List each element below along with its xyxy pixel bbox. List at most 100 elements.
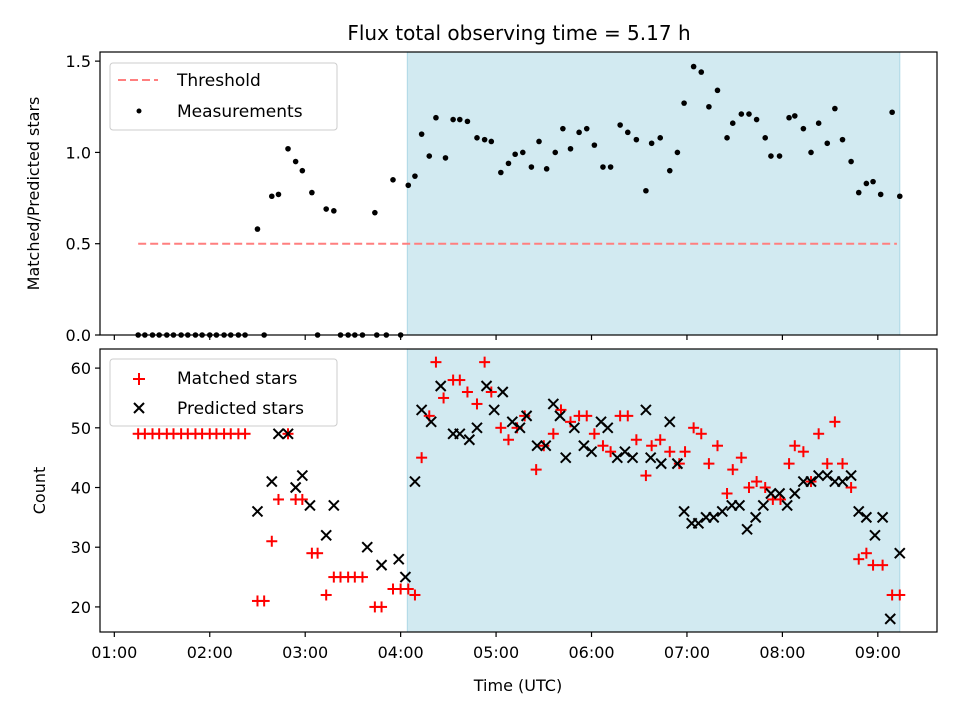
bottom-observing-span — [406, 348, 901, 633]
measurement-point — [519, 149, 526, 156]
x-tick-label: 01:00 — [91, 643, 137, 662]
matched-star-point — [547, 428, 559, 440]
measurement-point — [839, 136, 846, 143]
matched-star-point — [495, 422, 507, 434]
measurement-point — [607, 164, 614, 170]
predicted-star-point — [789, 487, 801, 500]
measurement-point — [762, 135, 769, 141]
predicted-star-point — [692, 517, 705, 530]
top-panel: 0.0 0.5 1.0 1.5 Matched/Predicted stars Thr… — [24, 51, 938, 345]
matched-star-point — [581, 410, 593, 422]
legend-threshold-label: Threshold — [176, 71, 261, 91]
measurement-point — [254, 226, 261, 232]
y-tick-label: 30 — [71, 538, 91, 557]
measurement-point — [275, 191, 282, 198]
predicted-star-point — [773, 487, 786, 500]
y-tick-label: 1.0 — [66, 143, 91, 162]
predicted-star-point — [876, 511, 889, 524]
matched-star-point — [461, 386, 473, 398]
matched-star-point — [845, 482, 857, 494]
measurement-point — [877, 191, 884, 198]
top-y-ticks: 0.0 0.5 1.0 1.5 — [66, 52, 100, 345]
matched-star-point — [312, 547, 324, 559]
matched-star-point — [272, 493, 284, 505]
measurement-point — [674, 149, 681, 156]
predicted-star-point — [415, 404, 428, 416]
matched-star-point — [296, 493, 308, 505]
matched-star-point — [821, 458, 833, 470]
legend-measurement-swatch — [136, 108, 142, 114]
predicted-star-point — [328, 499, 340, 512]
measurement-point — [576, 129, 582, 136]
measurement-point — [498, 169, 504, 176]
measurement-point — [309, 189, 315, 196]
predicted-star-point — [454, 428, 466, 440]
predicted-star-point — [539, 440, 552, 452]
matched-star-point — [438, 392, 450, 404]
top-legend: Threshold Measurements — [109, 62, 338, 131]
matched-star-point — [727, 464, 739, 476]
x-tick-label: 06:00 — [568, 643, 614, 662]
measurement-point — [323, 206, 329, 212]
bottom-legend-box — [109, 358, 338, 427]
measurement-point — [824, 140, 831, 147]
measurement-point — [791, 113, 798, 119]
measurement-point — [617, 122, 623, 128]
matched-star-point — [622, 410, 634, 422]
measurement-point — [474, 135, 480, 141]
predicted-star-point — [361, 541, 373, 553]
measurement-point — [450, 116, 456, 123]
matched-star-point — [485, 386, 497, 398]
x-tick-label: 07:00 — [664, 643, 710, 662]
matched-star-point — [853, 553, 865, 565]
matched-star-point — [867, 559, 879, 571]
matched-star-point — [751, 476, 763, 488]
predicted-star-point — [741, 523, 753, 536]
y-tick-label: 1.5 — [66, 52, 91, 71]
measurement-point — [657, 135, 664, 141]
predicted-star-point — [463, 434, 476, 446]
measurement-point — [536, 138, 542, 145]
predicted-star-point — [644, 451, 657, 464]
x-tick-label: 04:00 — [378, 643, 424, 662]
predicted-star-point — [671, 457, 684, 470]
matched-star-point — [721, 487, 733, 499]
measurement-point — [724, 135, 730, 141]
measurement-point — [863, 180, 870, 187]
predicted-star-point — [716, 505, 728, 518]
matched-star-point — [502, 434, 514, 446]
predicted-star-point — [611, 451, 623, 464]
predicted-star-point — [554, 410, 566, 422]
matched-star-point — [239, 428, 251, 440]
predicted-star-point — [409, 475, 421, 488]
matched-star-point — [813, 428, 825, 440]
x-tick-label: 03:00 — [282, 643, 328, 662]
predicted-star-point — [399, 571, 412, 583]
bottom-y-axis-label: Count — [30, 467, 49, 515]
measurement-point — [666, 167, 673, 174]
matched-star-point — [837, 458, 849, 470]
matched-star-point — [519, 410, 531, 422]
predicted-star-point — [480, 380, 493, 392]
matched-star-point — [640, 470, 652, 482]
predicted-star-point — [602, 422, 614, 434]
predicted-star-point — [282, 428, 294, 440]
measurement-point — [390, 177, 396, 183]
predicted-star-point — [664, 416, 676, 428]
measurement-point — [442, 155, 449, 161]
measurement-point — [505, 160, 512, 167]
measurement-point — [896, 193, 903, 200]
predicted-star-point — [655, 457, 667, 470]
x-tick-label: 05:00 — [473, 643, 519, 662]
matched-star-point — [695, 428, 707, 440]
measurement-point — [832, 105, 838, 112]
measurement-point — [648, 140, 655, 147]
top-observing-span — [406, 51, 901, 336]
x-tick-label: 02:00 — [187, 643, 233, 662]
measurement-point — [433, 114, 439, 121]
matched-star-point — [454, 374, 466, 386]
predicted-star-point — [560, 451, 572, 464]
matched-star-point — [588, 428, 600, 440]
matched-star-point — [430, 356, 442, 368]
